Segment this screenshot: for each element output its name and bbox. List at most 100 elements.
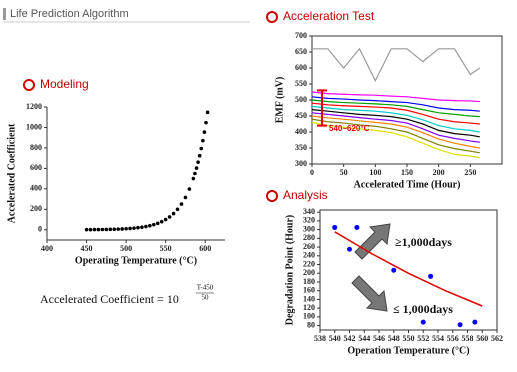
y-tick-label: 160 bbox=[303, 286, 315, 295]
data-point bbox=[183, 195, 188, 200]
arrow-up bbox=[354, 223, 391, 260]
section-title: Modeling bbox=[40, 77, 89, 91]
y-tick-label: 300 bbox=[303, 224, 315, 233]
y-tick-label: 180 bbox=[303, 277, 315, 286]
section-icon bbox=[23, 79, 35, 91]
x-tick-label: 538 bbox=[314, 334, 326, 343]
y-tick-label: 260 bbox=[303, 242, 315, 251]
y-tick-label: 700 bbox=[295, 31, 307, 40]
data-point bbox=[194, 166, 199, 170]
formula-text: Accelerated Coefficient = 10 bbox=[40, 292, 179, 306]
y-tick-label: 320 bbox=[303, 216, 315, 225]
data-point bbox=[104, 227, 109, 232]
x-tick-label: 450 bbox=[81, 244, 93, 253]
x-tick-label: 550 bbox=[160, 244, 172, 253]
y-tick-label: 400 bbox=[295, 127, 307, 136]
y-tick-label: 450 bbox=[295, 111, 307, 120]
y-tick-label: 300 bbox=[295, 159, 307, 168]
series-line bbox=[311, 102, 480, 125]
y-axis-label: EMF (mV) bbox=[274, 77, 285, 124]
x-tick-label: 542 bbox=[344, 334, 356, 343]
data-point bbox=[100, 227, 105, 232]
x-tick-label: 556 bbox=[447, 334, 459, 343]
y-tick-label: 220 bbox=[303, 259, 315, 268]
header-title: Life Prediction Algorithm bbox=[10, 8, 129, 20]
y-tick-label: 500 bbox=[295, 95, 307, 104]
x-axis-label: Operating Temperature (°C) bbox=[75, 255, 197, 266]
data-point bbox=[391, 267, 397, 273]
x-tick-label: 100 bbox=[369, 168, 381, 177]
data-point bbox=[171, 211, 176, 216]
data-point bbox=[196, 160, 200, 164]
data-point bbox=[152, 222, 156, 227]
section-title: Acceleration Test bbox=[283, 9, 375, 23]
x-tick-label: 0 bbox=[310, 168, 314, 177]
x-tick-label: 558 bbox=[462, 334, 474, 343]
series-line bbox=[311, 96, 480, 112]
series-line bbox=[311, 109, 480, 138]
series-line bbox=[311, 105, 480, 133]
data-point bbox=[332, 224, 338, 230]
data-point bbox=[159, 219, 164, 224]
data-point bbox=[204, 120, 208, 125]
x-axis-label: Operation Temperature (°C) bbox=[347, 345, 469, 356]
formula: Accelerated Coefficient = 10 T-450 50 bbox=[40, 284, 214, 306]
x-tick-label: 548 bbox=[388, 334, 400, 343]
y-tick-label: 1000 bbox=[26, 122, 42, 131]
data-point bbox=[92, 227, 97, 232]
y-tick-label: 120 bbox=[303, 303, 315, 312]
x-tick-label: 552 bbox=[417, 334, 429, 343]
data-point bbox=[175, 207, 180, 212]
data-point bbox=[88, 227, 93, 232]
y-tick-label: 280 bbox=[303, 233, 315, 242]
data-point bbox=[163, 217, 168, 222]
x-tick-label: 400 bbox=[41, 244, 53, 253]
x-tick-label: 562 bbox=[491, 334, 503, 343]
annotation: 540~620°C bbox=[329, 124, 370, 133]
y-tick-label: 240 bbox=[303, 251, 315, 260]
data-point bbox=[201, 138, 205, 143]
data-point bbox=[132, 226, 136, 230]
data-point bbox=[112, 227, 117, 232]
series-line bbox=[311, 115, 480, 149]
data-point bbox=[205, 110, 210, 115]
data-point bbox=[96, 227, 101, 232]
data-point bbox=[144, 224, 148, 229]
y-tick-label: 200 bbox=[303, 268, 315, 277]
data-point bbox=[148, 223, 152, 228]
data-point bbox=[124, 226, 128, 231]
y-tick-label: 80 bbox=[307, 320, 315, 329]
plot-frame bbox=[311, 35, 503, 165]
data-point bbox=[354, 224, 360, 230]
data-point bbox=[140, 225, 144, 230]
data-point bbox=[472, 319, 478, 325]
series-line bbox=[311, 91, 480, 103]
x-tick-label: 250 bbox=[464, 168, 476, 177]
header-marker bbox=[3, 8, 6, 20]
y-tick-label: 650 bbox=[295, 47, 307, 56]
series-line bbox=[311, 112, 480, 143]
y-tick-label: 800 bbox=[30, 143, 42, 152]
data-point bbox=[428, 273, 434, 279]
y-tick-label: 550 bbox=[295, 79, 307, 88]
y-tick-label: 100 bbox=[303, 312, 315, 321]
data-point bbox=[155, 221, 160, 226]
data-point bbox=[347, 246, 352, 252]
data-point bbox=[193, 171, 197, 176]
x-tick-label: 600 bbox=[199, 244, 211, 253]
x-axis-label: Accelerated Time (Hour) bbox=[354, 179, 461, 190]
y-tick-label: 400 bbox=[30, 184, 42, 193]
data-point bbox=[108, 227, 113, 232]
series-line bbox=[311, 99, 480, 118]
y-axis-label: Degradation Point (Hour) bbox=[284, 215, 295, 326]
x-tick-label: 50 bbox=[340, 168, 348, 177]
series-line bbox=[311, 121, 480, 159]
y-tick-label: 140 bbox=[303, 294, 315, 303]
section-icon bbox=[266, 190, 278, 202]
data-point bbox=[167, 215, 172, 219]
x-tick-label: 560 bbox=[476, 334, 488, 343]
data-point bbox=[187, 187, 192, 191]
x-tick-label: 554 bbox=[432, 334, 444, 343]
x-tick-label: 150 bbox=[401, 168, 413, 177]
